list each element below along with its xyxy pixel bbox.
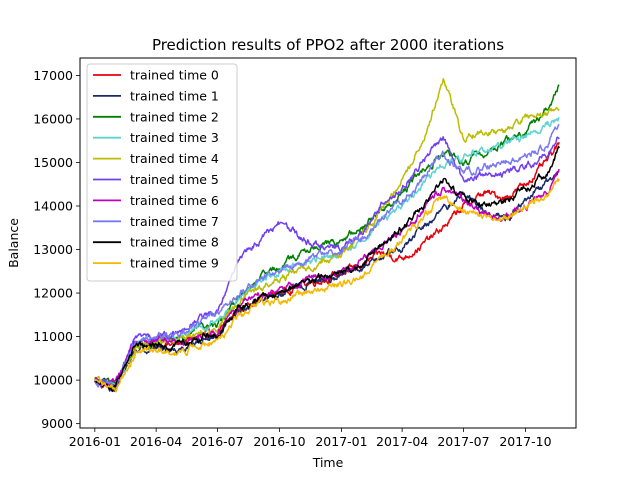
x-tick-label: 2016-04 — [130, 434, 182, 449]
y-axis: 9000 10000 11000 12000 13000 14000 15000 16000 1… — [33, 68, 80, 431]
x-axis: 2016-01 2016-04 2016-07 2016-10 2017-01 2017-… — [69, 428, 552, 449]
series-line-0 — [94, 141, 560, 387]
y-tick-label: 12000 — [33, 286, 73, 301]
series-line-5 — [94, 136, 560, 391]
series-line-8 — [94, 145, 560, 393]
y-tick-label: 15000 — [33, 155, 73, 170]
y-tick-label: 16000 — [33, 111, 73, 126]
legend-label-1: trained time 1 — [130, 88, 219, 103]
legend-label-9: trained time 9 — [130, 256, 219, 271]
series-line-7 — [94, 123, 560, 389]
x-tick-label: 2016-10 — [253, 434, 305, 449]
legend-label-3: trained time 3 — [130, 130, 219, 145]
y-tick-label: 11000 — [33, 329, 73, 344]
x-tick-label: 2017-01 — [315, 434, 367, 449]
y-tick-label: 13000 — [33, 242, 73, 257]
x-tick-label: 2016-07 — [191, 434, 243, 449]
series-lines-group — [94, 78, 560, 393]
legend-label-8: trained time 8 — [130, 235, 219, 250]
y-tick-label: 10000 — [33, 373, 73, 388]
legend-box — [86, 63, 238, 282]
y-tick-label: 17000 — [33, 68, 73, 83]
y-tick-label: 9000 — [41, 416, 73, 431]
series-line-3 — [94, 116, 560, 389]
x-axis-label: Time — [312, 455, 344, 470]
legend-label-7: trained time 7 — [130, 214, 219, 229]
series-line-9 — [94, 178, 560, 393]
legend-label-6: trained time 6 — [130, 193, 219, 208]
y-axis-label: Balance — [6, 218, 21, 268]
legend: trained time 0 trained time 1 trained time… — [86, 63, 238, 282]
x-tick-label: 2016-01 — [69, 434, 121, 449]
y-tick-label: 14000 — [33, 199, 73, 214]
legend-label-0: trained time 0 — [130, 68, 219, 83]
legend-label-4: trained time 4 — [130, 151, 219, 166]
x-tick-label: 2017-10 — [499, 434, 551, 449]
legend-label-2: trained time 2 — [130, 109, 219, 124]
x-tick-label: 2017-04 — [376, 434, 428, 449]
legend-label-5: trained time 5 — [130, 172, 219, 187]
x-tick-label: 2017-07 — [437, 434, 489, 449]
plot-area-frame — [79, 57, 577, 429]
chart-title: Prediction results of PPO2 after 2000 it… — [152, 36, 504, 54]
